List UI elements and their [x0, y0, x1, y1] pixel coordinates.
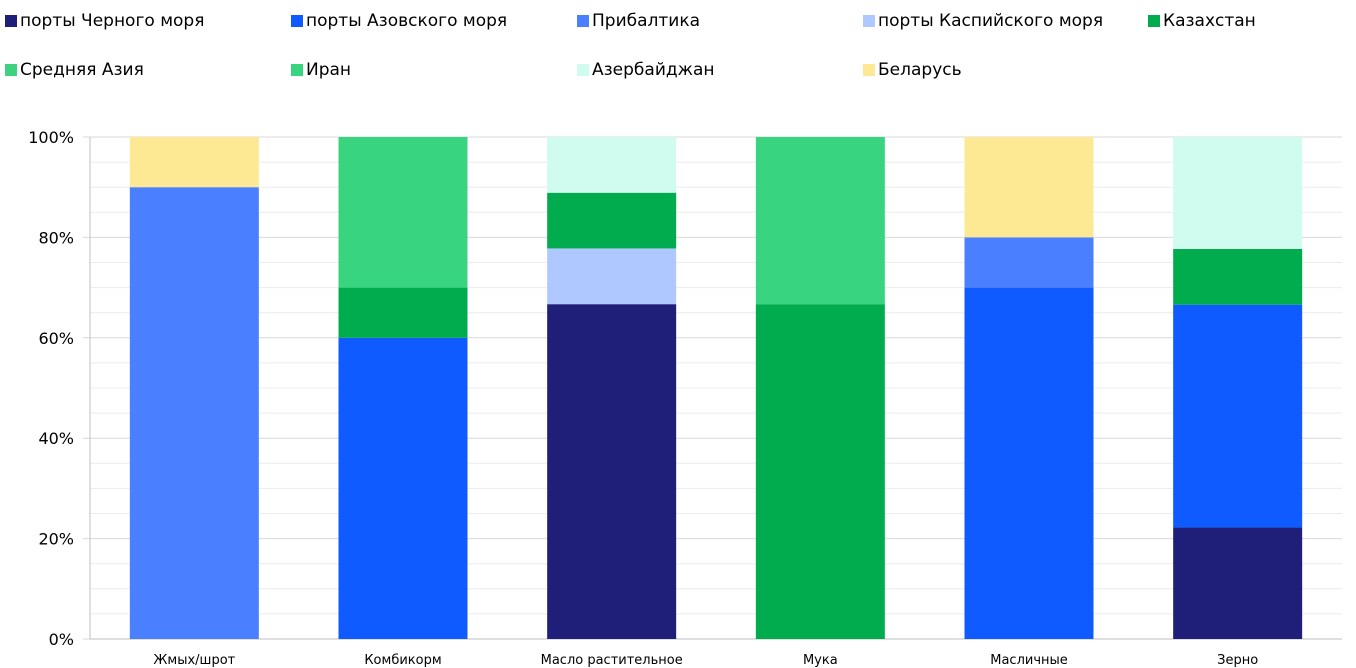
legend-item: порты Каспийского моря [863, 9, 1103, 33]
legend-label: Азербайджан [592, 60, 715, 80]
bar-segment [964, 137, 1094, 238]
y-tick-label: 20% [38, 530, 74, 549]
bar-segment [338, 287, 468, 338]
y-tick-label: 40% [38, 429, 74, 448]
legend-item: Иран [291, 58, 351, 82]
legend-item: Казахстан [1148, 9, 1256, 33]
legend-item: Прибалтика [577, 9, 700, 33]
legend-item: порты Черного моря [5, 9, 204, 33]
legend-item: Средняя Азия [5, 58, 144, 82]
legend-label: порты Азовского моря [306, 11, 508, 31]
legend-swatch [863, 15, 875, 27]
x-category-label: Комбикорм [364, 653, 441, 668]
legend-label: Прибалтика [592, 11, 701, 31]
bar-segment [755, 304, 885, 639]
x-category-label: Масло растительное [541, 653, 683, 668]
legend-label: Казахстан [1163, 11, 1256, 31]
bar-segment [129, 187, 259, 639]
bar-segment [1173, 527, 1303, 639]
legend-label: порты Каспийского моря [878, 11, 1104, 31]
bar-segment [964, 237, 1094, 288]
bar-segment [1173, 304, 1303, 528]
legend-swatch [291, 15, 303, 27]
x-category-label: Жмых/шрот [153, 653, 235, 668]
y-tick-label: 80% [38, 228, 74, 247]
x-category-label: Зерно [1217, 653, 1258, 668]
legend-label: Иран [306, 60, 352, 80]
bar-segment [338, 337, 468, 639]
legend-label: Средняя Азия [20, 60, 144, 80]
legend-swatch [1148, 15, 1160, 27]
legend-swatch [291, 64, 303, 76]
bar-segment [547, 304, 677, 639]
y-tick-label: 0% [49, 630, 74, 649]
legend-item: порты Азовского моря [291, 9, 507, 33]
bar-segment [964, 287, 1094, 639]
legend-swatch [5, 15, 17, 27]
bar-segment [755, 137, 885, 305]
bar-segment [547, 192, 677, 249]
legend-label: порты Черного моря [20, 11, 205, 31]
legend-item: Азербайджан [577, 58, 714, 82]
legend-swatch [863, 64, 875, 76]
legend-item: Беларусь [863, 58, 962, 82]
bar-segment [129, 137, 259, 188]
legend-swatch [577, 64, 589, 76]
bar-segment [547, 248, 677, 305]
bar-segment [547, 137, 677, 193]
y-tick-label: 60% [38, 329, 74, 348]
bar-segment [1173, 248, 1303, 305]
x-category-label: Масличные [990, 653, 1068, 668]
legend-swatch [577, 15, 589, 27]
legend-label: Беларусь [878, 60, 962, 80]
y-tick-label: 100% [28, 128, 74, 147]
bar-segment [338, 137, 468, 288]
chart-legend: порты Черного моря порты Азовского моря Пр… [0, 0, 1356, 100]
x-category-label: Мука [803, 653, 838, 668]
bar-segment [1173, 137, 1303, 249]
legend-swatch [5, 64, 17, 76]
